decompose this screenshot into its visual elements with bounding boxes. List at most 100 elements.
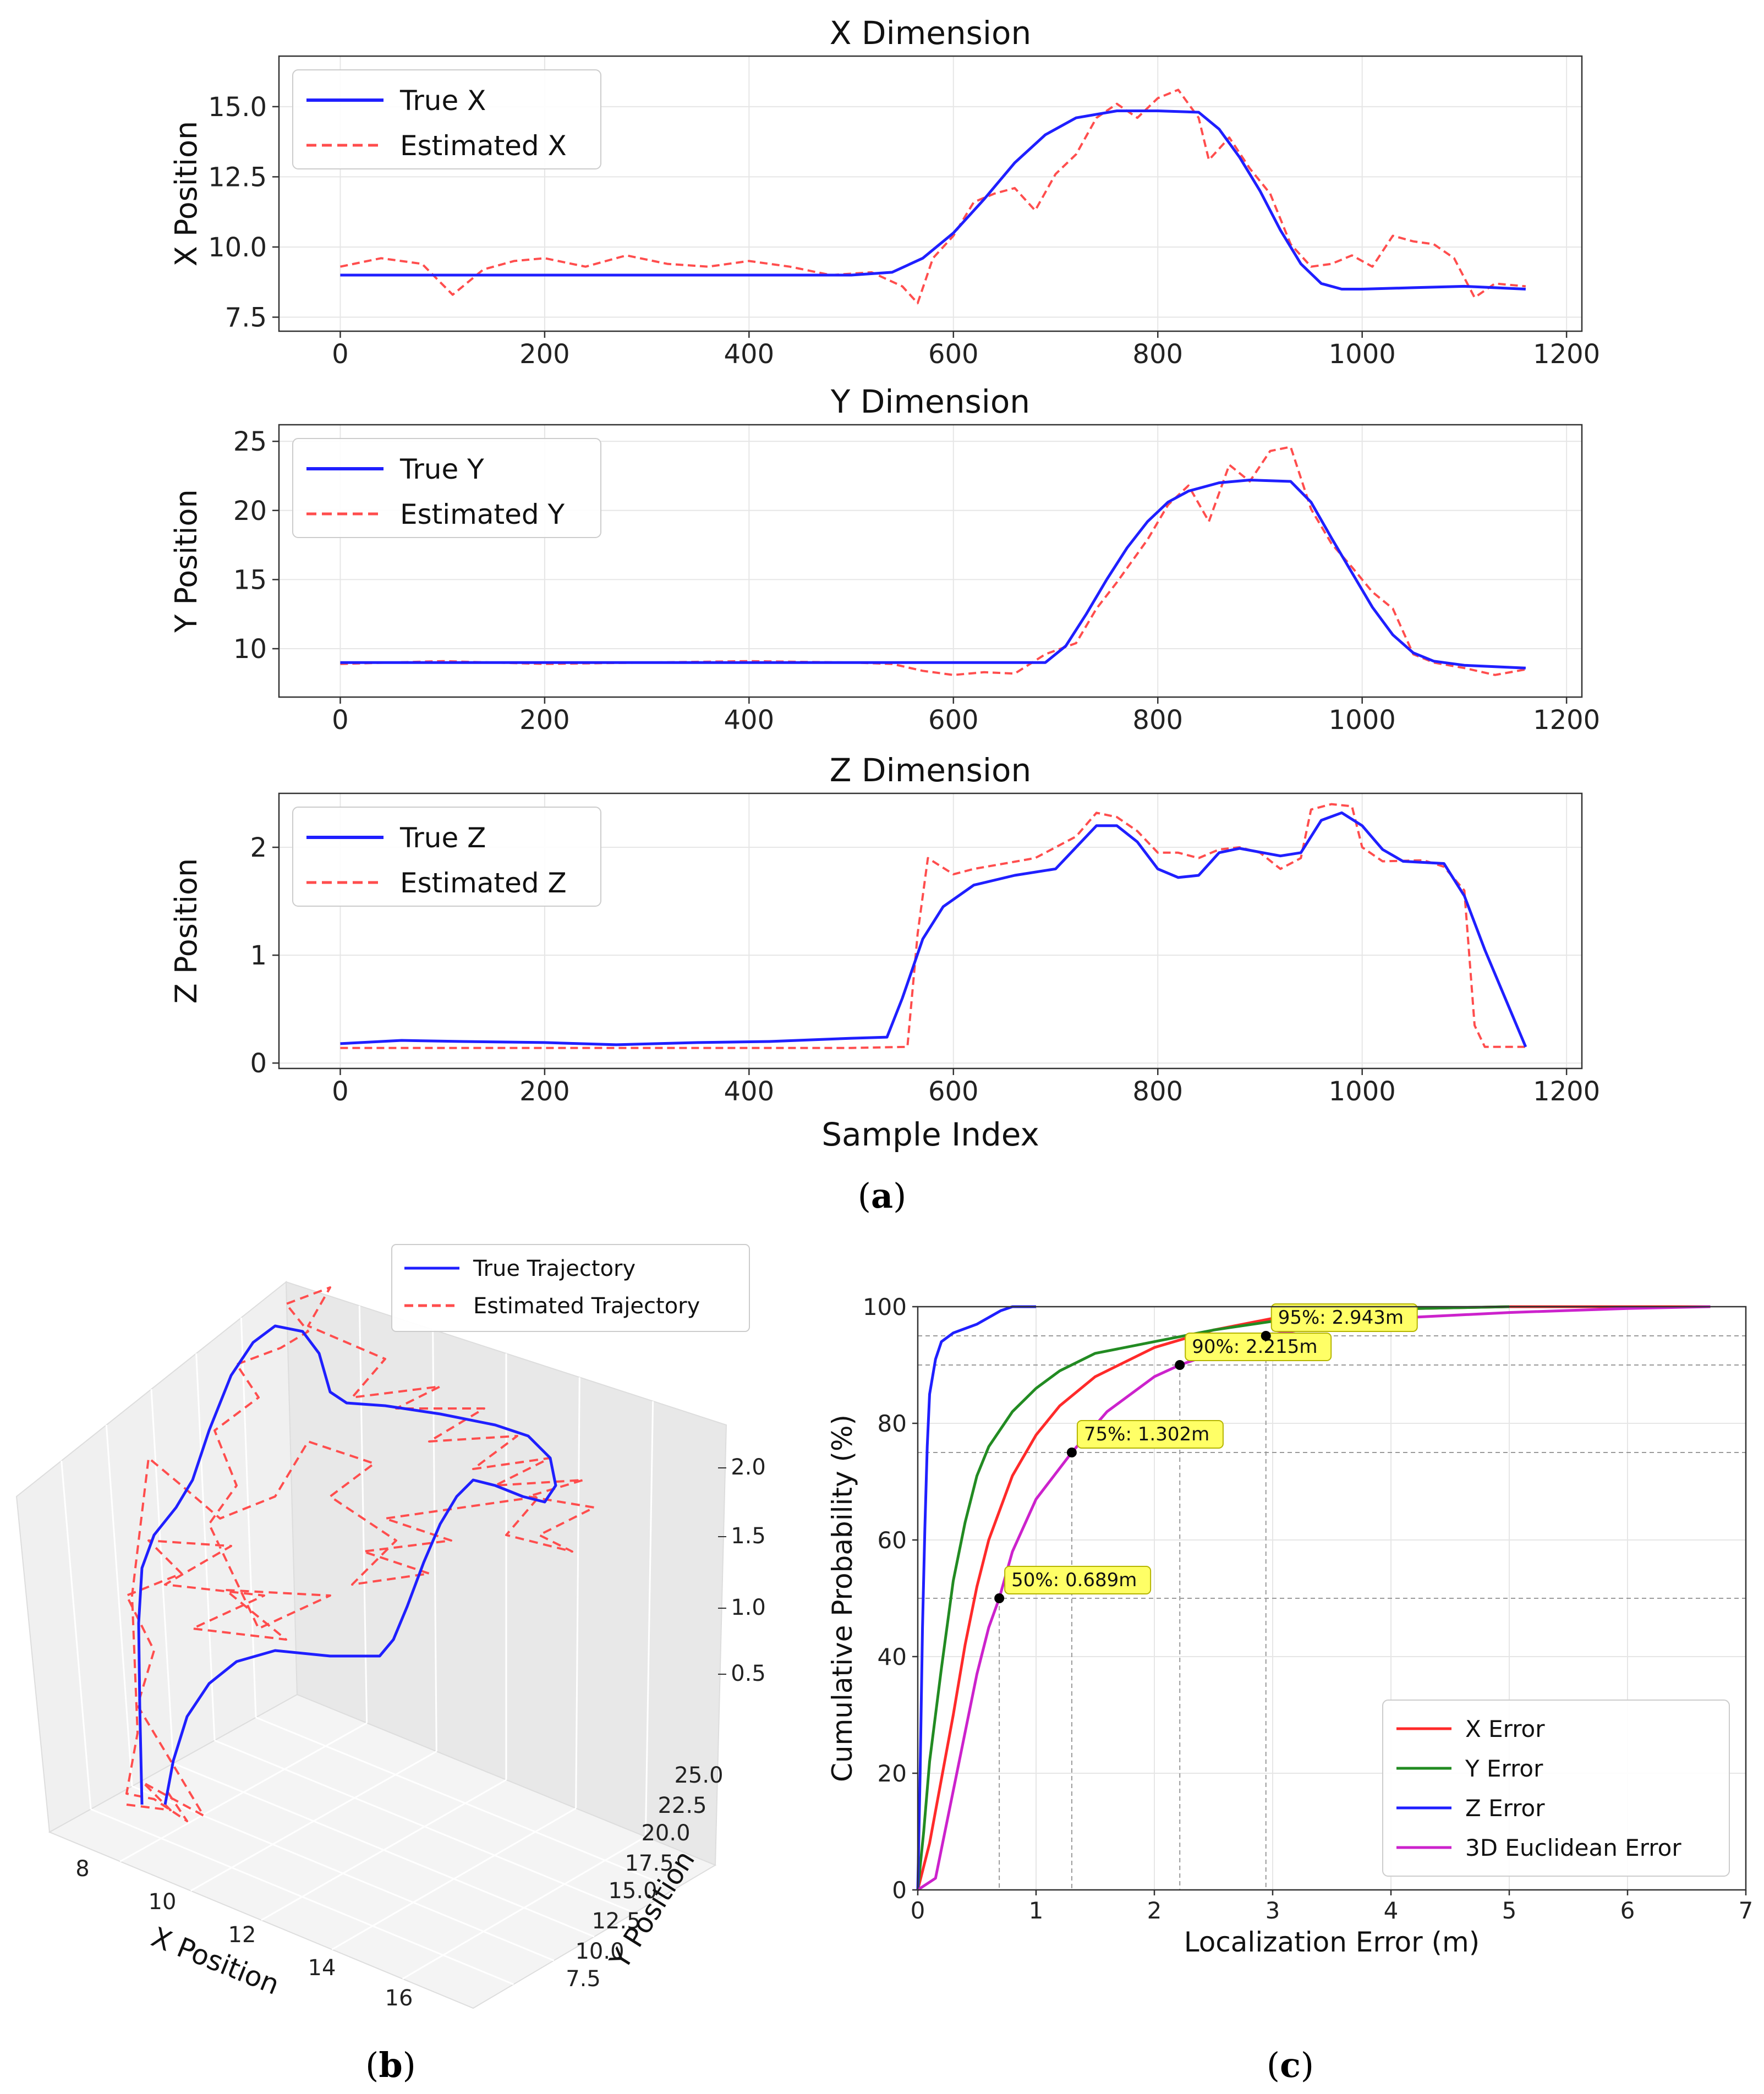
x-tick-label: 0 xyxy=(332,705,349,736)
y-axis-label: X Position xyxy=(169,121,204,266)
legend-label: 3D Euclidean Error xyxy=(1465,1834,1681,1861)
x-tick-label: 7 xyxy=(1739,1897,1754,1924)
x-tick-label: 800 xyxy=(1132,339,1183,370)
y-tick-label: 12.5 xyxy=(208,162,267,193)
legend-label: Estimated Y xyxy=(400,498,565,530)
x-tick-label: 12 xyxy=(228,1922,256,1948)
plot-frame xyxy=(278,55,1583,332)
legend-label: Z Error xyxy=(1465,1795,1545,1822)
z-tick-label: 1.0 xyxy=(731,1595,766,1620)
legend-box xyxy=(391,1244,750,1332)
panel-label-c: (c) xyxy=(1267,2045,1314,2085)
y-tick-label: 10 xyxy=(233,634,267,665)
chart-title: Y Dimension xyxy=(830,383,1030,420)
x-tick-label: 1000 xyxy=(1329,1076,1396,1107)
y-tick-label: 20 xyxy=(878,1760,907,1787)
panel-label-b: (b) xyxy=(365,2045,416,2085)
legend-box xyxy=(1382,1700,1730,1877)
estimated-line xyxy=(340,803,1526,1049)
legend-label: True Trajectory xyxy=(473,1256,636,1281)
x-tick-label: 800 xyxy=(1132,1076,1183,1107)
y-tick-label: 15.0 xyxy=(208,92,267,123)
x-tick-label: 5 xyxy=(1502,1897,1517,1924)
x-tick-label: 3 xyxy=(1266,1897,1280,1924)
z-tick-label: 1.5 xyxy=(731,1523,766,1549)
legend-label: X Error xyxy=(1465,1715,1545,1742)
y-tick-label: 15.0 xyxy=(608,1878,657,1904)
x-tick-label: 800 xyxy=(1132,705,1183,736)
percentile-marker xyxy=(1175,1360,1185,1370)
x-dimension-chart: 0 200 400 600 800 1000 1200 7.5 10.0 12.5 15.0 X Di… xyxy=(169,14,1600,370)
annotation-box xyxy=(1185,1333,1332,1361)
percentile-marker xyxy=(1261,1331,1271,1341)
annotation-label: 95%: 2.943m xyxy=(1278,1307,1404,1329)
grid-line xyxy=(150,1389,174,1764)
y-axis-label: Z Position xyxy=(169,858,204,1004)
legend: True X Estimated X xyxy=(292,69,601,169)
z-dimension-chart: 0 200 400 600 800 1000 1200 0 1 2 Z Dimension Z Pos… xyxy=(169,752,1600,1153)
x-tick-label: 1000 xyxy=(1329,339,1396,370)
x-tick-label: 400 xyxy=(724,705,775,736)
y-axis-label: Y Position xyxy=(169,489,204,633)
x-tick-label: 1200 xyxy=(1533,339,1600,370)
annotation-box xyxy=(1270,1303,1418,1332)
y-tick-label: 7.5 xyxy=(566,1966,601,1992)
y-tick-label: 40 xyxy=(878,1643,907,1670)
estimated-trajectory xyxy=(125,1286,595,1822)
y-tick-label: 20.0 xyxy=(641,1821,690,1846)
x-tick-label: 600 xyxy=(928,339,979,370)
grid-line xyxy=(195,1353,216,1741)
percentile-marker xyxy=(1066,1448,1077,1457)
y-tick-label: 2 xyxy=(250,832,267,863)
x-tick-label: 14 xyxy=(308,1955,336,1981)
y-tick-label: 25 xyxy=(233,426,267,457)
legend-label: Estimated Trajectory xyxy=(473,1293,700,1319)
y-tick-label: 0 xyxy=(250,1048,267,1079)
panel-label-a: (a) xyxy=(858,1176,907,1216)
grid-line xyxy=(105,1424,133,1786)
legend-label: Estimated Z xyxy=(400,867,567,899)
y-tick-label: 25.0 xyxy=(674,1763,723,1788)
x-tick-label: 200 xyxy=(519,1076,570,1107)
estimated-line xyxy=(339,89,1526,304)
x-tick-label: 600 xyxy=(928,705,979,736)
legend: True Z Estimated Z xyxy=(292,807,601,907)
z-tick-label: 0.5 xyxy=(731,1661,766,1686)
y-tick-label: 12.5 xyxy=(591,1909,640,1934)
x-tick-label: 400 xyxy=(724,339,775,370)
y-tick-label: 1 xyxy=(250,940,267,971)
y-tick-label: 100 xyxy=(863,1293,907,1320)
grid-line xyxy=(240,1317,257,1718)
grid-line xyxy=(402,1836,647,1980)
x-tick-label: 200 xyxy=(519,339,570,370)
legend-label: True X xyxy=(399,85,486,117)
y-tick-label: 10.0 xyxy=(208,232,267,263)
y-axis-label: Cumulative Probability (%) xyxy=(826,1415,858,1782)
plot-frame xyxy=(917,1306,1747,1891)
z-tick-label: 2.0 xyxy=(731,1455,766,1480)
x-axis-label: Sample Index xyxy=(821,1116,1039,1153)
x-tick-label: 6 xyxy=(1620,1897,1635,1924)
legend-label: True Z xyxy=(399,822,486,854)
legend-label: Estimated X xyxy=(400,130,567,162)
x-tick-label: 1 xyxy=(1029,1897,1044,1924)
grid-line xyxy=(644,1401,654,1837)
true-line xyxy=(340,479,1526,670)
chart-title: Z Dimension xyxy=(830,752,1031,789)
y-tick-label: 22.5 xyxy=(658,1793,706,1818)
x-tick-label: 0 xyxy=(911,1897,925,1924)
y-tick-label: 15 xyxy=(233,564,267,595)
y-tick-label: 60 xyxy=(878,1527,907,1554)
grid-line xyxy=(358,1306,368,1723)
legend: True Trajectory Estimated Trajectory xyxy=(391,1244,750,1332)
x-tick-label: 1200 xyxy=(1533,1076,1600,1107)
annotation-box xyxy=(1076,1420,1224,1449)
legend-label: True Y xyxy=(399,453,484,485)
annotation-label: 75%: 1.302m xyxy=(1084,1423,1209,1445)
legend: True Y Estimated Y xyxy=(292,438,601,538)
cdf-line xyxy=(916,1305,1036,1890)
x-axis-label: Localization Error (m) xyxy=(1184,1926,1480,1958)
grid-line xyxy=(61,1460,92,1810)
true-line xyxy=(340,109,1526,290)
